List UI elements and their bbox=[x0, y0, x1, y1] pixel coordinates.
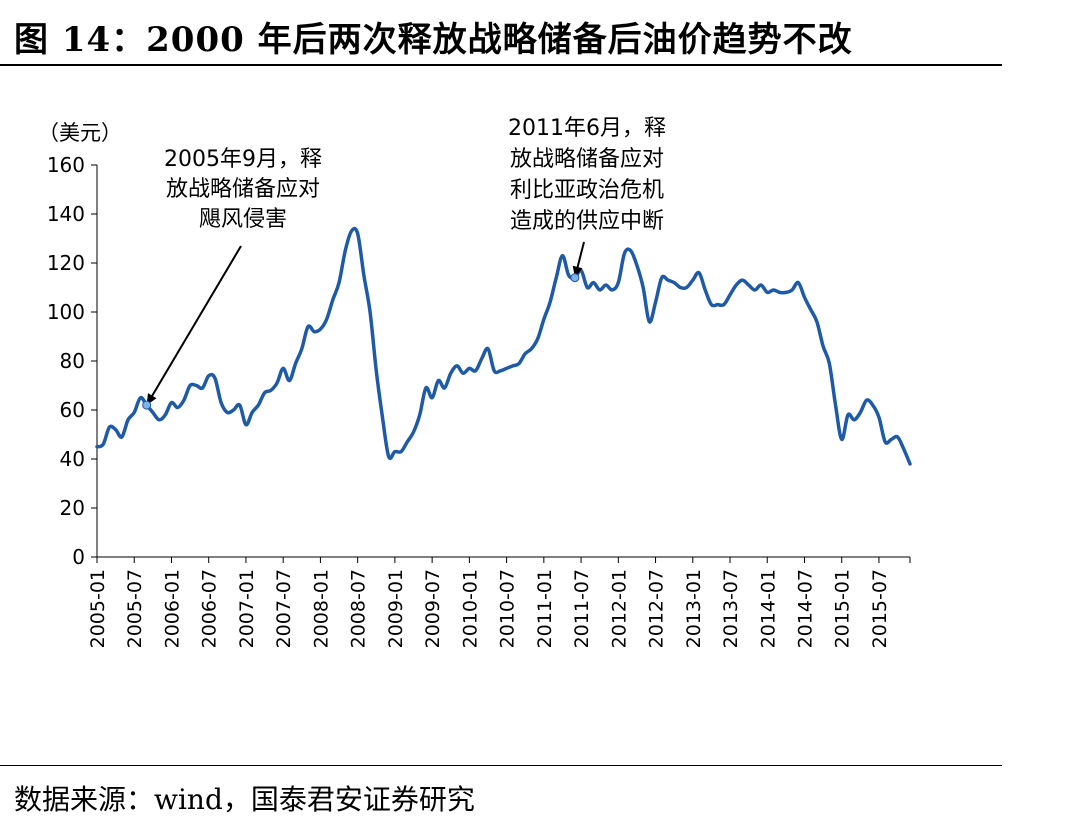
y-tick-label: 80 bbox=[60, 349, 85, 373]
x-tick-label: 2014-01 bbox=[757, 569, 779, 648]
y-axis-unit-label: （美元） bbox=[38, 121, 122, 145]
y-tick-label: 160 bbox=[47, 153, 85, 177]
x-tick-label: 2007-01 bbox=[236, 569, 258, 648]
annotation-text-line: 利比亚政治危机 bbox=[510, 178, 664, 203]
figure-title: 图 14：2000 年后两次释放战略储备后油价趋势不改 bbox=[14, 20, 853, 60]
x-tick-label: 2010-07 bbox=[497, 569, 519, 648]
annotation-point-marker bbox=[570, 273, 580, 283]
x-ticks: 2005-01 2005-07 2006-01 2006-07 2007-01 2007-… bbox=[87, 557, 911, 648]
y-tick-label: 0 bbox=[72, 545, 85, 569]
y-tick-label: 40 bbox=[60, 447, 85, 471]
annotation-text-line: 放战略储备应对 bbox=[166, 177, 320, 202]
x-tick-label: 2015-01 bbox=[832, 569, 854, 648]
x-tick-label: 2012-01 bbox=[608, 569, 630, 648]
x-tick-label: 2006-07 bbox=[199, 569, 221, 648]
x-tick-label: 2011-07 bbox=[571, 569, 593, 648]
annotations: 2005年9月，释放战略储备应对飓风侵害2011年6月，释放战略储备应对利比亚政… bbox=[142, 116, 666, 410]
x-tick-label: 2014-07 bbox=[794, 569, 816, 648]
x-tick-label: 2005-01 bbox=[87, 569, 109, 648]
annotation-text-line: 2005年9月，释 bbox=[164, 147, 322, 172]
x-tick-label: 2015-07 bbox=[869, 569, 891, 648]
annotation-arrow bbox=[145, 245, 242, 406]
y-tick-label: 100 bbox=[47, 300, 85, 324]
x-tick-label: 2008-01 bbox=[310, 569, 332, 648]
y-tick-label: 140 bbox=[47, 202, 85, 226]
annotation-point-marker bbox=[142, 400, 152, 410]
y-tick-label: 60 bbox=[60, 398, 85, 422]
y-ticks: 0 20 40 60 80 100 120 140 160 bbox=[47, 153, 97, 569]
x-tick-label: 2013-07 bbox=[720, 569, 742, 648]
price-line bbox=[95, 226, 912, 466]
y-tick-label: 120 bbox=[47, 251, 85, 275]
y-tick-label: 20 bbox=[60, 496, 85, 520]
x-tick-label: 2007-07 bbox=[273, 569, 295, 648]
annotation-text-line: 飓风侵害 bbox=[199, 207, 287, 232]
x-tick-label: 2011-01 bbox=[534, 569, 556, 648]
x-tick-label: 2006-01 bbox=[161, 569, 183, 648]
x-tick-label: 2005-07 bbox=[124, 569, 146, 648]
annotation-text-line: 放战略储备应对 bbox=[510, 147, 664, 172]
x-tick-label: 2009-07 bbox=[422, 569, 444, 648]
x-tick-label: 2012-07 bbox=[646, 569, 668, 648]
x-tick-label: 2009-01 bbox=[385, 569, 407, 648]
title-rule bbox=[0, 64, 1002, 66]
x-tick-label: 2008-07 bbox=[348, 569, 370, 648]
x-tick-label: 2010-01 bbox=[459, 569, 481, 648]
annotation-text-line: 2011年6月，释 bbox=[508, 116, 666, 141]
annotation-text-line: 造成的供应中断 bbox=[510, 209, 664, 234]
source-note: 数据来源：wind，国泰君安证券研究 bbox=[14, 783, 475, 816]
x-tick-label: 2013-01 bbox=[683, 569, 705, 648]
source-rule bbox=[0, 765, 1002, 766]
